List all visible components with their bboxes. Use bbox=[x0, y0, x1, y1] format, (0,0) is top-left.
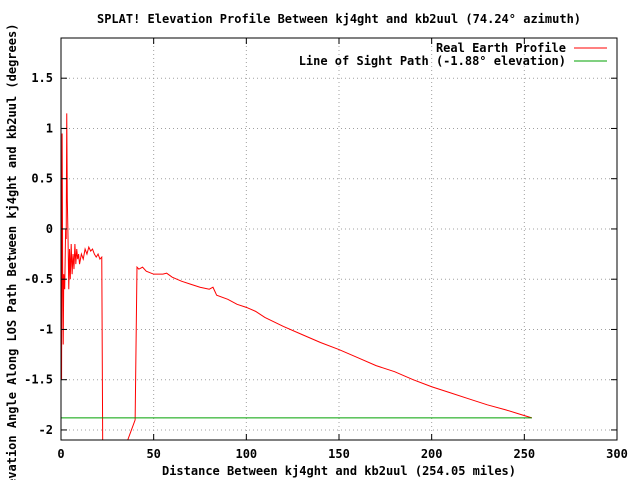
y-tick-label: -0.5 bbox=[24, 272, 53, 286]
x-tick-label: 50 bbox=[146, 447, 160, 461]
grid bbox=[61, 38, 617, 440]
y-tick-label: 1.5 bbox=[31, 71, 53, 85]
chart-title: SPLAT! Elevation Profile Between kj4ght … bbox=[97, 12, 581, 26]
y-tick-label: -1 bbox=[39, 322, 53, 336]
data-series bbox=[61, 113, 532, 440]
x-tick-label: 100 bbox=[235, 447, 257, 461]
legend-label-0: Real Earth Profile bbox=[436, 41, 566, 55]
x-axis-label: Distance Between kj4ght and kb2uul (254.… bbox=[162, 464, 516, 478]
y-tick-label: 0 bbox=[46, 222, 53, 236]
y-axis-label: Elevation Angle Along LOS Path Between k… bbox=[5, 24, 19, 480]
legend-label-1: Line of Sight Path (-1.88° elevation) bbox=[299, 54, 566, 68]
axis-ticks: 1.5 1 0.5 0 -0.5 -1 -1.5 -2 0 50 100 150 200 250 300 bbox=[24, 38, 628, 461]
y-tick-label: 0.5 bbox=[31, 172, 53, 186]
y-tick-label: -2 bbox=[39, 423, 53, 437]
x-tick-label: 150 bbox=[328, 447, 350, 461]
x-tick-label: 250 bbox=[513, 447, 535, 461]
x-tick-label: 300 bbox=[606, 447, 628, 461]
y-tick-label: -1.5 bbox=[24, 373, 53, 387]
x-tick-label: 0 bbox=[57, 447, 64, 461]
y-tick-label: 1 bbox=[46, 121, 53, 135]
x-tick-label: 200 bbox=[421, 447, 443, 461]
series-line-0 bbox=[61, 113, 532, 440]
